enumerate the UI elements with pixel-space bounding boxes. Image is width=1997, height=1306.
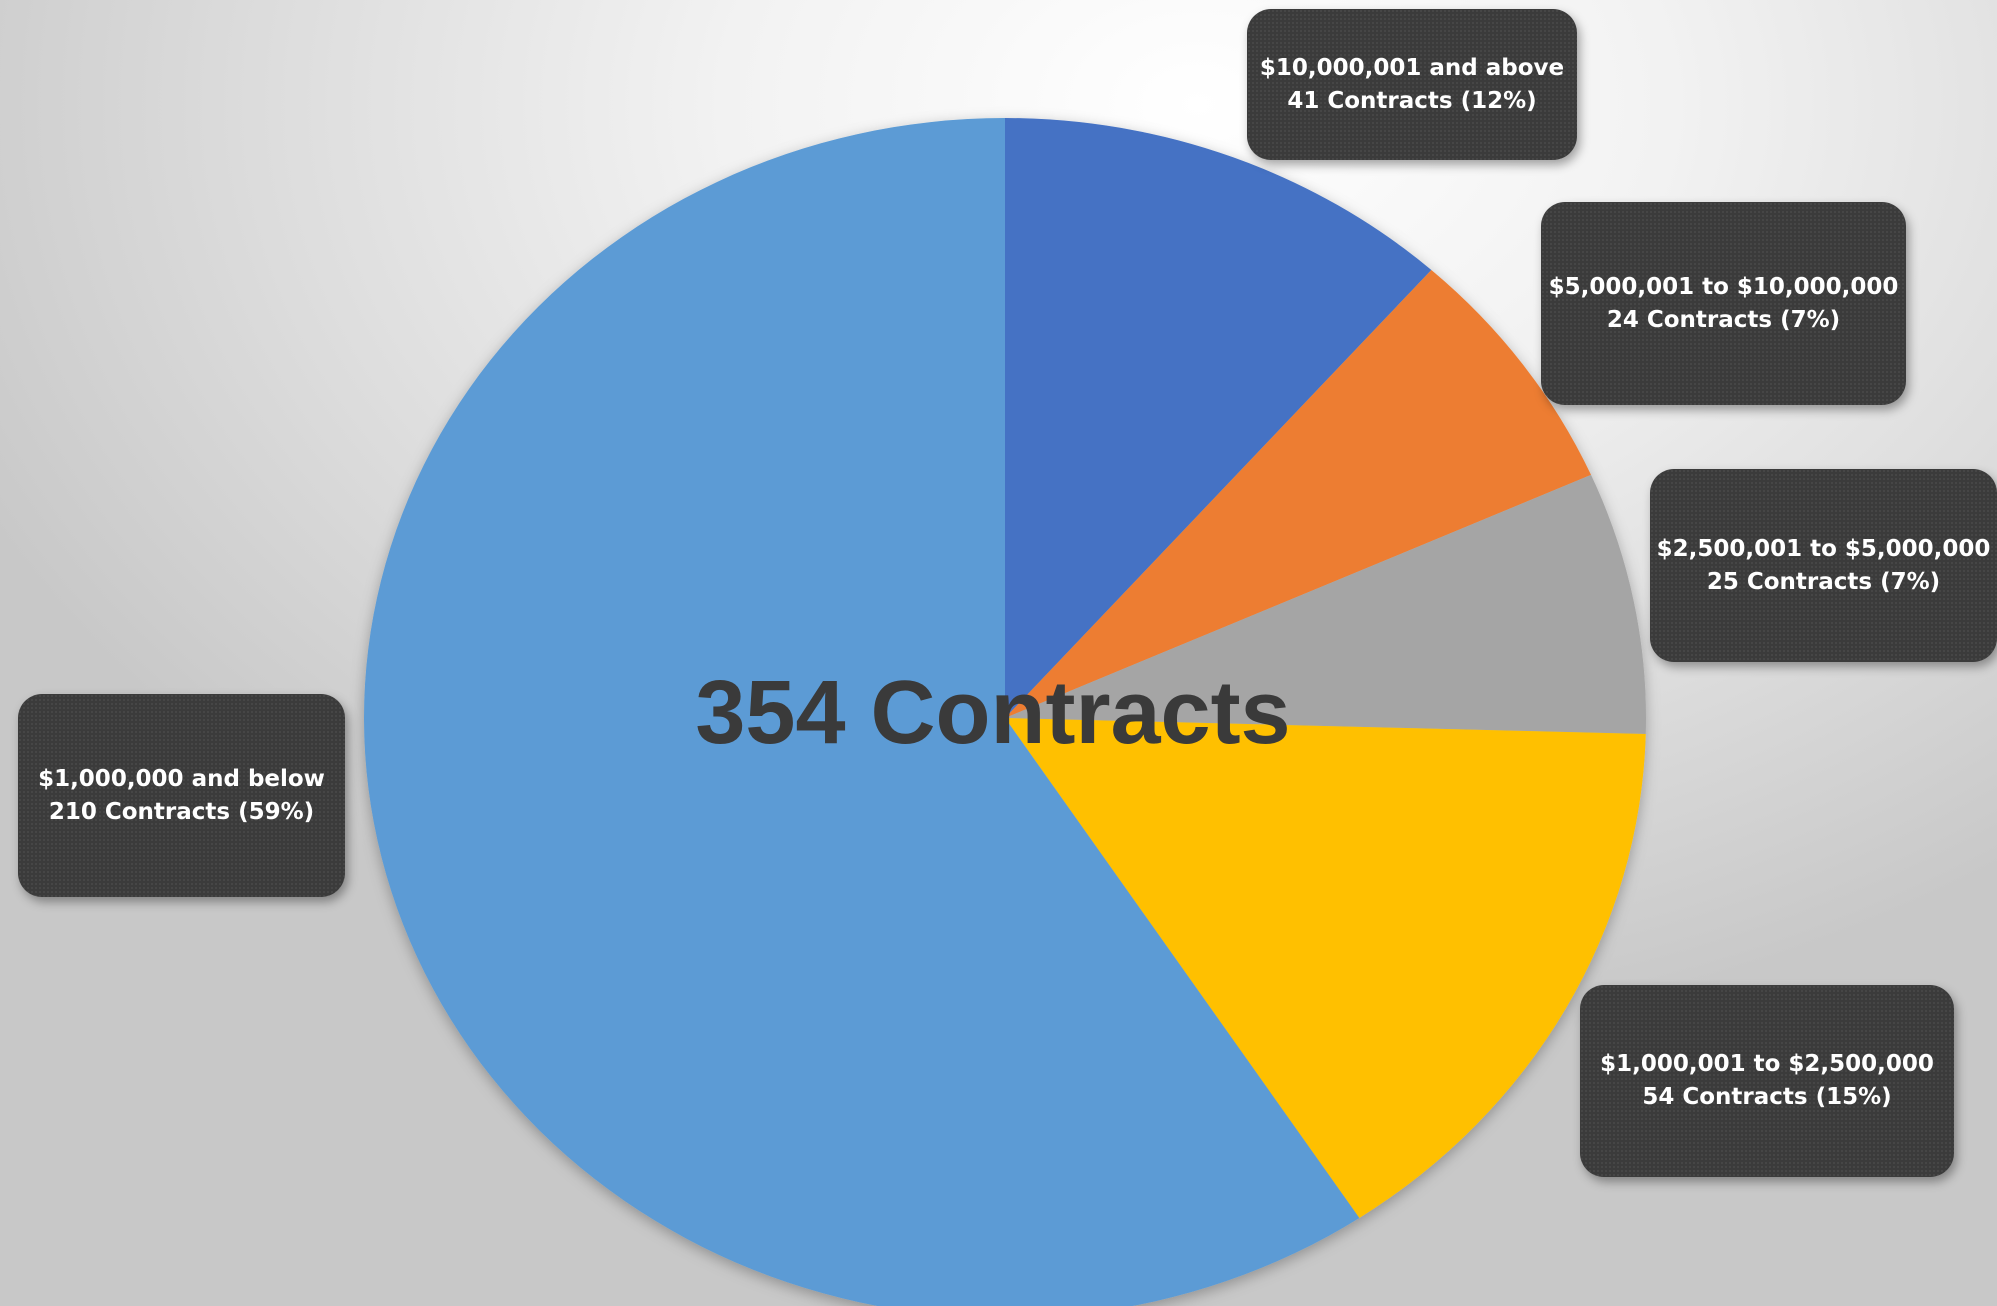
pie-slice-10m-above bbox=[1005, 118, 1432, 718]
callout-1m-2-5m: $1,000,001 to $2,500,000 54 Contracts (1… bbox=[1580, 985, 1954, 1177]
callout-count-label: 54 Contracts (15%) bbox=[1642, 1084, 1892, 1110]
callout-1m-below: $1,000,000 and below 210 Contracts (59%) bbox=[18, 694, 345, 897]
callout-10m-above: $10,000,001 and above 41 Contracts (12%) bbox=[1247, 9, 1577, 160]
pie-slices bbox=[363, 118, 1646, 1306]
callout-range-label: $5,000,001 to $10,000,000 bbox=[1548, 273, 1899, 300]
callout-count-label: 41 Contracts (12%) bbox=[1287, 87, 1537, 114]
callout-range-label: $1,000,001 to $2,500,000 bbox=[1600, 1051, 1934, 1077]
callout-range-label: $1,000,000 and below bbox=[38, 765, 325, 792]
callout-range-label: $2,500,001 to $5,000,000 bbox=[1656, 535, 1991, 562]
center-total-label: 354 Contracts bbox=[695, 663, 1290, 763]
callout-count-label: 24 Contracts (7%) bbox=[1606, 306, 1841, 333]
callout-2-5m-5m: $2,500,001 to $5,000,000 25 Contracts (7… bbox=[1650, 469, 1997, 662]
pie-slice-5m-10m bbox=[1005, 269, 1592, 718]
pie-slice-2-5m-5m bbox=[1005, 474, 1646, 734]
callout-count-label: 210 Contracts (59%) bbox=[48, 798, 315, 825]
pie-slice-1m-2-5m bbox=[1005, 718, 1646, 1218]
callout-range-label: $10,000,001 and above bbox=[1259, 54, 1565, 81]
callout-5m-10m: $5,000,001 to $10,000,000 24 Contracts (… bbox=[1541, 202, 1906, 405]
pie-slice-1m-below bbox=[363, 118, 1360, 1306]
callout-count-label: 25 Contracts (7%) bbox=[1706, 568, 1941, 595]
